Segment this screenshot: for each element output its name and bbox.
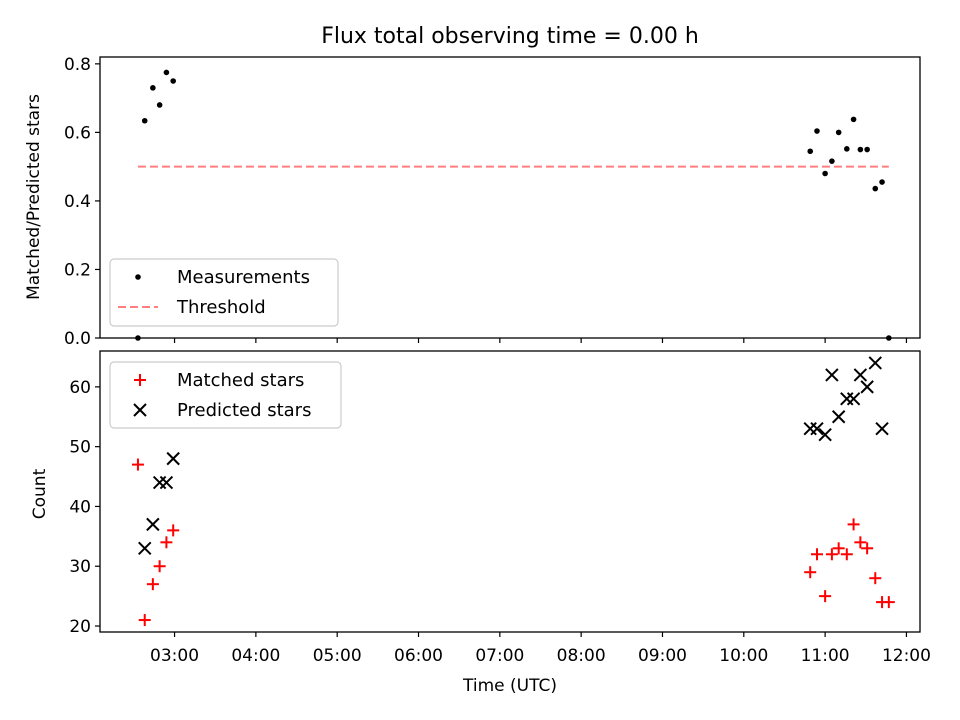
predicted-star-point bbox=[868, 356, 882, 370]
matched-star-point bbox=[847, 518, 860, 531]
matched-star-point bbox=[138, 614, 151, 627]
x-tick-label: 07:00 bbox=[475, 646, 524, 666]
matched-star-point bbox=[804, 566, 817, 579]
x-tick-label: 10:00 bbox=[719, 646, 768, 666]
measurement-point bbox=[857, 146, 864, 153]
top-panel-marks bbox=[135, 69, 892, 341]
top-y-tick-label: 0.2 bbox=[64, 260, 91, 280]
predicted-star-point bbox=[159, 475, 174, 490]
x-tick-label: 11:00 bbox=[801, 646, 850, 666]
predicted-star-point bbox=[138, 541, 152, 556]
predicted-star-point bbox=[831, 410, 846, 424]
bottom-y-tick-label: 20 bbox=[69, 617, 91, 637]
top-y-tick-label: 0.0 bbox=[64, 329, 91, 349]
x-tick-label: 08:00 bbox=[557, 646, 606, 666]
predicted-star-point bbox=[146, 517, 160, 532]
measurement-point bbox=[814, 128, 820, 134]
chart-title: Flux total observing time = 0.00 h bbox=[321, 24, 699, 49]
measurement-point bbox=[864, 146, 870, 153]
legend-predicted-marker bbox=[133, 403, 147, 417]
bottom-y-tick-label: 40 bbox=[69, 497, 91, 517]
top-x-axis-ticks bbox=[173, 338, 908, 343]
matched-star-point bbox=[819, 590, 832, 603]
matched-star-point bbox=[131, 458, 144, 471]
measurement-point bbox=[141, 117, 148, 124]
matched-star-point bbox=[840, 548, 853, 561]
top-panel: 0.00.20.40.60.8 Matched/Predicted stars … bbox=[24, 55, 921, 349]
top-legend-box bbox=[109, 258, 339, 327]
bottom-panel: 20 30 40 50 60 03:00 04:00 05:00 06:00 07:00 08:0… bbox=[30, 350, 931, 696]
matched-star-point bbox=[869, 572, 882, 585]
matched-star-point bbox=[854, 536, 867, 549]
x-tick-label: 05:00 bbox=[313, 646, 362, 666]
measurement-point bbox=[872, 185, 879, 192]
bottom-panel-frame bbox=[99, 350, 921, 633]
bottom-y-tick-label: 30 bbox=[69, 557, 91, 577]
bottom-legend-box bbox=[109, 361, 342, 429]
matched-star-point bbox=[825, 548, 838, 561]
measurement-point bbox=[807, 148, 814, 155]
predicted-star-point bbox=[875, 422, 889, 436]
matched-star-point bbox=[160, 536, 173, 549]
measurement-point bbox=[822, 170, 828, 177]
top-y-tick-label: 0.6 bbox=[64, 123, 91, 143]
legend-matched-label: Matched stars bbox=[177, 370, 304, 391]
top-legend: Measurements Threshold bbox=[109, 258, 339, 327]
x-tick-label: 04:00 bbox=[231, 646, 280, 666]
legend-matched-marker bbox=[134, 374, 146, 386]
measurement-point bbox=[835, 129, 842, 136]
bottom-legend: Matched stars Predicted stars bbox=[109, 361, 342, 429]
measurement-point bbox=[170, 78, 176, 84]
predicted-star-point bbox=[166, 451, 180, 466]
x-tick-label: 06:00 bbox=[394, 646, 443, 666]
measurement-point bbox=[829, 158, 835, 164]
matched-star-point bbox=[146, 578, 159, 591]
matched-star-point bbox=[810, 548, 823, 561]
bottom-x-axis: 03:00 04:00 05:00 06:00 07:00 08:00 09:00 10:00… bbox=[150, 632, 931, 666]
legend-measurements-label: Measurements bbox=[177, 267, 310, 288]
predicted-star-point bbox=[853, 368, 868, 382]
top-panel-frame bbox=[99, 56, 921, 339]
predicted-star-point bbox=[860, 380, 874, 394]
predicted-star-point bbox=[818, 427, 832, 442]
x-axis-label: Time (UTC) bbox=[462, 676, 557, 696]
predicted-star-point bbox=[810, 422, 824, 436]
x-tick-label: 12:00 bbox=[882, 646, 931, 666]
bottom-y-axis: 20 30 40 50 60 bbox=[69, 378, 100, 637]
predicted-star-point bbox=[825, 368, 839, 382]
x-tick-label: 03:00 bbox=[150, 646, 199, 666]
top-y-tick-label: 0.4 bbox=[64, 192, 91, 212]
bottom-y-tick-label: 50 bbox=[69, 438, 91, 458]
measurement-point bbox=[850, 116, 857, 123]
measurement-point bbox=[844, 146, 850, 152]
matched-star-point bbox=[861, 542, 874, 555]
bottom-y-tick-label: 60 bbox=[69, 378, 91, 398]
top-y-axis: 0.0 0.2 0.4 0.6 0.8 bbox=[64, 55, 100, 349]
legend-measurements-marker bbox=[135, 274, 141, 280]
measurement-point bbox=[879, 179, 885, 185]
top-y-tick-label: 0.8 bbox=[64, 55, 91, 75]
matched-star-point bbox=[882, 596, 895, 609]
top-y-axis-label: Matched/Predicted stars bbox=[24, 94, 44, 300]
matched-star-point bbox=[153, 560, 166, 573]
legend-threshold-label: Threshold bbox=[176, 297, 266, 318]
x-tick-label: 09:00 bbox=[638, 646, 687, 666]
bottom-y-axis-label: Count bbox=[30, 468, 50, 519]
predicted-star-point bbox=[846, 392, 861, 406]
measurement-point bbox=[156, 102, 163, 108]
legend-predicted-label: Predicted stars bbox=[177, 400, 311, 421]
bottom-panel-marks bbox=[131, 356, 895, 627]
measurement-point bbox=[150, 85, 156, 91]
measurement-point bbox=[163, 69, 170, 76]
matched-star-point bbox=[167, 524, 180, 537]
matched-star-point bbox=[832, 542, 845, 555]
